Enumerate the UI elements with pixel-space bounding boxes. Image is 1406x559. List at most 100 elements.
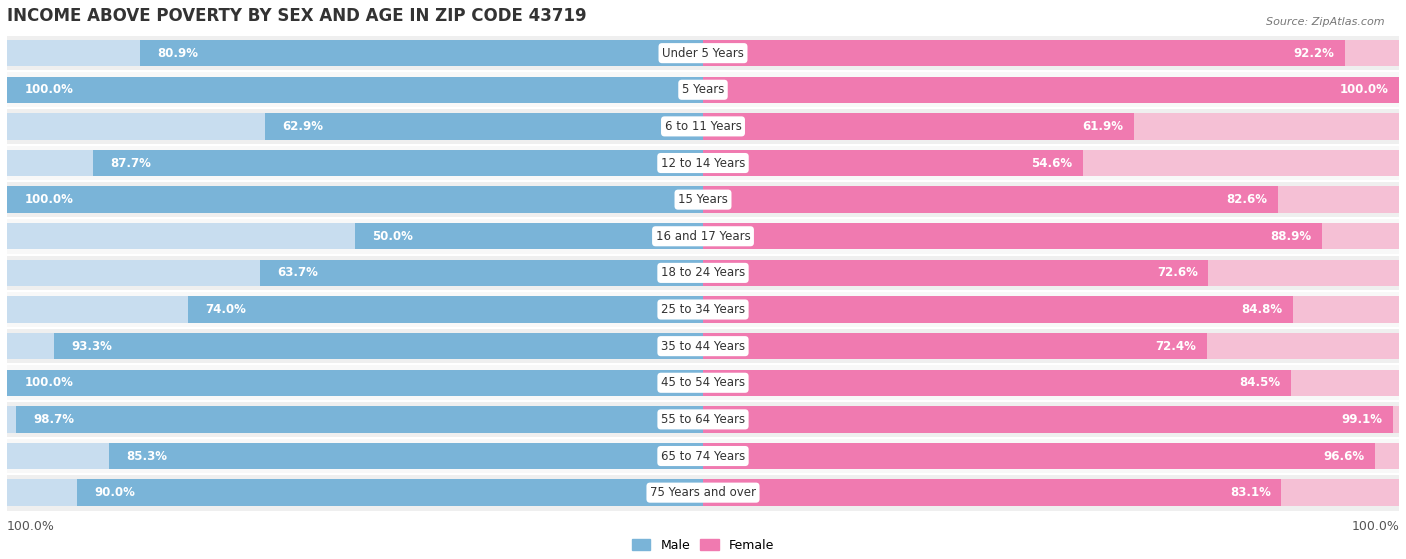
Text: 75 Years and over: 75 Years and over xyxy=(650,486,756,499)
Text: INCOME ABOVE POVERTY BY SEX AND AGE IN ZIP CODE 43719: INCOME ABOVE POVERTY BY SEX AND AGE IN Z… xyxy=(7,7,586,25)
Bar xyxy=(703,113,1399,140)
Bar xyxy=(7,401,1399,438)
Bar xyxy=(703,77,1399,103)
Text: 55 to 64 Years: 55 to 64 Years xyxy=(661,413,745,426)
Bar xyxy=(703,187,1278,213)
Bar xyxy=(139,40,703,67)
Bar xyxy=(354,223,703,249)
Bar xyxy=(7,438,1399,475)
Bar xyxy=(7,181,1399,218)
Text: 88.9%: 88.9% xyxy=(1270,230,1312,243)
Text: 100.0%: 100.0% xyxy=(24,376,73,389)
Text: 87.7%: 87.7% xyxy=(110,157,150,169)
Text: 6 to 11 Years: 6 to 11 Years xyxy=(665,120,741,133)
Bar xyxy=(703,150,1399,176)
Text: 98.7%: 98.7% xyxy=(34,413,75,426)
Bar xyxy=(7,35,1399,72)
Bar xyxy=(260,260,703,286)
Text: Source: ZipAtlas.com: Source: ZipAtlas.com xyxy=(1267,17,1385,27)
Bar xyxy=(7,296,703,323)
Text: 84.8%: 84.8% xyxy=(1241,303,1282,316)
Bar xyxy=(7,72,1399,108)
Text: 100.0%: 100.0% xyxy=(24,193,73,206)
Bar xyxy=(53,333,703,359)
Bar xyxy=(703,223,1322,249)
Text: 100.0%: 100.0% xyxy=(1340,83,1389,96)
Text: 5 Years: 5 Years xyxy=(682,83,724,96)
Bar xyxy=(703,333,1206,359)
Bar xyxy=(7,223,703,249)
Text: 85.3%: 85.3% xyxy=(127,449,167,462)
Bar xyxy=(703,443,1375,469)
Bar xyxy=(7,480,703,506)
Bar xyxy=(110,443,703,469)
Bar xyxy=(703,113,1133,140)
Text: 45 to 54 Years: 45 to 54 Years xyxy=(661,376,745,389)
Bar xyxy=(76,480,703,506)
Text: 72.6%: 72.6% xyxy=(1157,267,1198,280)
Bar xyxy=(15,406,703,433)
Bar xyxy=(7,369,703,396)
Text: 62.9%: 62.9% xyxy=(283,120,323,133)
Bar xyxy=(93,150,703,176)
Bar xyxy=(7,260,703,286)
Text: 90.0%: 90.0% xyxy=(94,486,135,499)
Text: 61.9%: 61.9% xyxy=(1083,120,1123,133)
Text: 63.7%: 63.7% xyxy=(277,267,318,280)
Bar xyxy=(7,406,703,433)
Bar xyxy=(7,254,1399,291)
Bar xyxy=(7,113,703,140)
Bar xyxy=(7,187,703,213)
Text: 74.0%: 74.0% xyxy=(205,303,246,316)
Bar xyxy=(7,187,703,213)
Bar xyxy=(703,150,1083,176)
Bar xyxy=(703,223,1399,249)
Bar xyxy=(7,77,703,103)
Legend: Male, Female: Male, Female xyxy=(627,534,779,557)
Bar xyxy=(7,291,1399,328)
Bar xyxy=(7,40,703,67)
Bar xyxy=(703,369,1399,396)
Bar xyxy=(703,187,1399,213)
Text: 84.5%: 84.5% xyxy=(1240,376,1281,389)
Bar xyxy=(703,260,1208,286)
Text: 65 to 74 Years: 65 to 74 Years xyxy=(661,449,745,462)
Bar xyxy=(703,260,1399,286)
Text: 80.9%: 80.9% xyxy=(157,46,198,60)
Bar xyxy=(703,296,1294,323)
Text: 99.1%: 99.1% xyxy=(1341,413,1382,426)
Bar xyxy=(7,475,1399,511)
Bar xyxy=(7,369,703,396)
Bar xyxy=(703,443,1399,469)
Text: 35 to 44 Years: 35 to 44 Years xyxy=(661,340,745,353)
Text: 25 to 34 Years: 25 to 34 Years xyxy=(661,303,745,316)
Bar xyxy=(7,77,703,103)
Bar xyxy=(703,480,1399,506)
Text: 50.0%: 50.0% xyxy=(373,230,413,243)
Text: Under 5 Years: Under 5 Years xyxy=(662,46,744,60)
Text: 83.1%: 83.1% xyxy=(1230,486,1271,499)
Bar xyxy=(7,218,1399,254)
Bar xyxy=(266,113,703,140)
Text: 96.6%: 96.6% xyxy=(1324,449,1365,462)
Text: 100.0%: 100.0% xyxy=(24,83,73,96)
Text: 54.6%: 54.6% xyxy=(1032,157,1073,169)
Bar xyxy=(703,333,1399,359)
Bar xyxy=(703,296,1399,323)
Text: 92.2%: 92.2% xyxy=(1294,46,1334,60)
Text: 100.0%: 100.0% xyxy=(7,520,55,533)
Bar xyxy=(703,480,1281,506)
Text: 72.4%: 72.4% xyxy=(1156,340,1197,353)
Text: 12 to 14 Years: 12 to 14 Years xyxy=(661,157,745,169)
Bar xyxy=(7,150,703,176)
Bar xyxy=(7,364,1399,401)
Bar xyxy=(7,328,1399,364)
Bar xyxy=(703,40,1344,67)
Text: 16 and 17 Years: 16 and 17 Years xyxy=(655,230,751,243)
Bar xyxy=(7,108,1399,145)
Bar xyxy=(188,296,703,323)
Bar xyxy=(7,333,703,359)
Bar xyxy=(7,443,703,469)
Bar xyxy=(703,40,1399,67)
Text: 82.6%: 82.6% xyxy=(1226,193,1267,206)
